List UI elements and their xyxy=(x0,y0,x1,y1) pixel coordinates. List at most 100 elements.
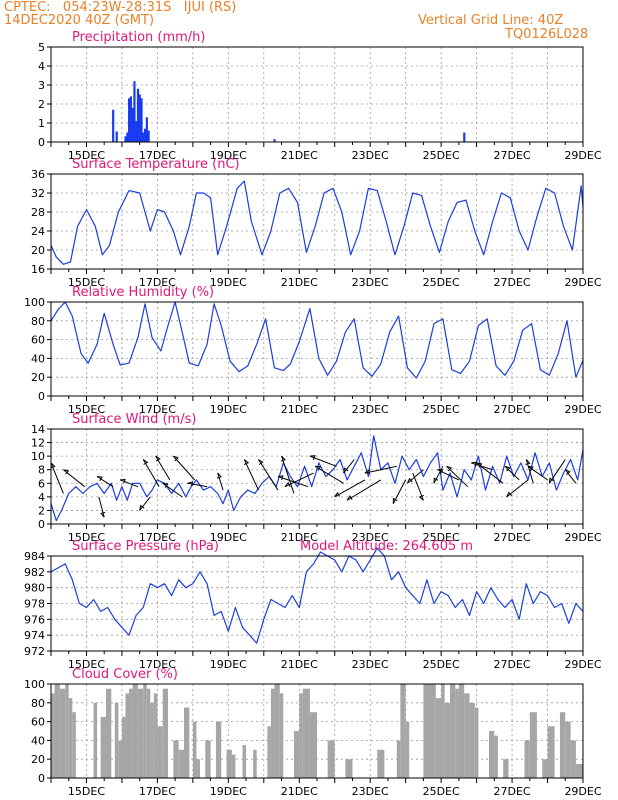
y-tick-label: 976 xyxy=(24,613,45,626)
cloud-cover-bar xyxy=(542,759,548,778)
wind-vector-head xyxy=(418,494,424,501)
wind-vector xyxy=(564,469,577,484)
x-tick-label: 27DEC xyxy=(494,403,531,416)
cloud-cover-bar xyxy=(270,688,275,778)
wind-vector xyxy=(281,455,295,494)
wind-vector xyxy=(346,479,382,501)
y-tick-label: 972 xyxy=(24,645,45,658)
y-tick-label: 8 xyxy=(38,464,45,477)
x-tick-label: 19DEC xyxy=(210,149,247,162)
x-tick-label: 17DEC xyxy=(139,531,176,544)
x-tick-label: 15DEC xyxy=(68,276,105,289)
date-header: 14DEC2020 40Z (GMT) xyxy=(4,13,155,28)
x-tick-label: 23DEC xyxy=(352,658,389,671)
cloud-cover-bar xyxy=(570,740,576,778)
wind-vector-head xyxy=(100,511,106,518)
cloud-cover-bar xyxy=(469,702,475,778)
precip-bar xyxy=(135,121,138,142)
cloud-cover-bar xyxy=(435,698,442,778)
wind-vector-head xyxy=(162,482,169,488)
y-tick-label: 16 xyxy=(31,263,45,276)
precip-bar xyxy=(145,117,148,142)
pressure-panel: 972 974 976 978 980 982 984 15DEC 17DEC 19DEC 21DE… xyxy=(24,539,602,671)
temp-series-line xyxy=(50,180,584,265)
cloud-cover-bar xyxy=(423,684,431,778)
x-tick-label: 21DEC xyxy=(281,276,318,289)
wind-vector-head xyxy=(258,459,264,465)
y-tick-label: 40 xyxy=(31,734,45,747)
cloud-cover-bar xyxy=(441,684,445,778)
wind-vector-head xyxy=(334,491,341,498)
wind-vector-head xyxy=(506,491,512,498)
wind-vector-head xyxy=(155,455,161,462)
wind-vector xyxy=(343,459,355,474)
cloud-cover-bar xyxy=(162,688,169,778)
wind-vector-head xyxy=(216,472,222,479)
x-tick-label: 21DEC xyxy=(281,785,318,798)
cloud-cover-bar xyxy=(405,721,410,778)
precip-bar xyxy=(143,128,147,142)
precip-bar xyxy=(124,136,127,142)
temp-title: Surface Temperature (nC) xyxy=(72,157,240,172)
y-tick-label: 100 xyxy=(24,296,45,309)
cloud-cover-bar xyxy=(93,702,98,778)
wind-vector xyxy=(334,479,366,498)
cloud-cover-bar xyxy=(503,759,509,778)
y-tick-label: 80 xyxy=(31,697,45,710)
wind-vector-head xyxy=(309,455,316,460)
wind-vector xyxy=(476,462,504,484)
cloud-cover-bar xyxy=(121,716,126,778)
cloud-cover-bar xyxy=(100,716,106,778)
x-tick-label: 21DEC xyxy=(281,149,318,162)
cloud-cover-bar xyxy=(153,693,158,778)
y-tick-label: 1 xyxy=(38,117,45,130)
y-tick-label: 20 xyxy=(31,371,45,384)
cloud-cover-bar xyxy=(489,731,495,778)
x-tick-label: 19DEC xyxy=(210,403,247,416)
cloud-cover-bar xyxy=(54,684,60,778)
wind-vector-head xyxy=(315,465,322,471)
x-tick-label: 23DEC xyxy=(352,149,389,162)
x-tick-label: 23DEC xyxy=(352,531,389,544)
x-tick-label: 17DEC xyxy=(139,276,176,289)
pressure-series-line xyxy=(50,547,584,644)
cloud-cover-bar xyxy=(215,721,222,778)
y-tick-label: 100 xyxy=(24,678,45,691)
cloud-cover-bar xyxy=(65,684,69,778)
cloud-cover-bar xyxy=(267,726,271,778)
wind-vector-head xyxy=(50,462,56,469)
cloud-cover-bar xyxy=(494,735,498,778)
wind-vector-head xyxy=(173,455,179,462)
cloud-cover-bar xyxy=(529,712,537,778)
model-altitude-label: Model Altitude: 264.605 m xyxy=(300,539,473,554)
y-tick-label: 12 xyxy=(31,437,45,450)
cloud-cover-bar xyxy=(143,684,147,778)
y-tick-label: 0 xyxy=(38,390,45,403)
rh-panel: 0 20 40 60 80 100 15DEC 17DEC 19DEC 21DEC 23DEC 25D… xyxy=(24,285,602,416)
wind-vector-head xyxy=(97,476,103,482)
y-tick-label: 6 xyxy=(38,477,45,490)
x-tick-label: 27DEC xyxy=(494,658,531,671)
x-tick-label: 15DEC xyxy=(68,785,105,798)
precip-bar xyxy=(463,132,466,142)
rh-title: Relative Humidity (%) xyxy=(72,285,214,300)
x-tick-label: 25DEC xyxy=(423,403,460,416)
wind-vector xyxy=(119,479,139,488)
x-tick-label: 27DEC xyxy=(494,785,531,798)
wind-vector-head xyxy=(280,455,286,462)
y-tick-label: 28 xyxy=(31,206,45,219)
precip-bar xyxy=(131,107,134,142)
wind-vector xyxy=(139,496,151,511)
cloud-cover-bar xyxy=(302,688,310,778)
y-tick-label: 80 xyxy=(31,315,45,328)
cloud-cover-bar xyxy=(309,712,317,778)
wind-vector xyxy=(527,465,548,481)
y-tick-label: 982 xyxy=(24,566,45,579)
x-tick-label: 17DEC xyxy=(139,149,176,162)
cloud-cover-bar xyxy=(184,707,190,778)
x-tick-label: 25DEC xyxy=(423,149,460,162)
wind-frame xyxy=(50,428,584,525)
x-tick-label: 21DEC xyxy=(281,658,318,671)
y-tick-label: 0 xyxy=(38,136,45,149)
